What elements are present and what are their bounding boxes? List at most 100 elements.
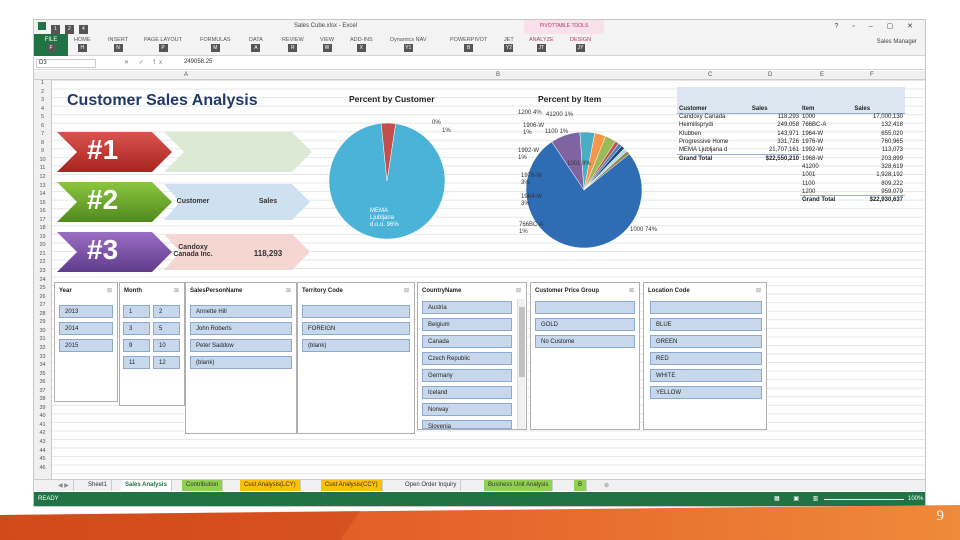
tab-data[interactable]: DATA A	[249, 37, 263, 52]
sheet-tab[interactable]: Business Unit Analysis	[484, 480, 554, 491]
slicer-item[interactable]: Iceland	[422, 386, 512, 399]
row-header[interactable]: 10	[39, 156, 46, 163]
tab-page-layout[interactable]: PAGE LAYOUT P	[144, 37, 183, 52]
pivot-cell[interactable]: 1001	[802, 172, 816, 179]
row-header[interactable]: 4	[40, 105, 45, 112]
row-header[interactable]: 5	[40, 114, 45, 121]
pivot-cell[interactable]: 118,293	[777, 114, 799, 121]
pivot-cell[interactable]: MEMA Ljubljana d	[679, 147, 728, 154]
slicer-item[interactable]: 1	[123, 305, 150, 318]
slicer-item[interactable]: (blank)	[190, 356, 292, 369]
pivot-cell[interactable]: 143,971	[777, 130, 799, 137]
sheet-tab[interactable]: Cust Analysis(LCY)	[240, 480, 301, 491]
pivot-row[interactable]: Progressive Home 331,726	[677, 138, 801, 146]
pivot-cell[interactable]: Grand Total	[800, 195, 853, 205]
row-header[interactable]: 8	[40, 139, 45, 146]
tab-file[interactable]: FILE F	[34, 34, 68, 56]
row-header[interactable]: 12	[39, 174, 46, 181]
clear-filter-icon[interactable]: ⊠	[515, 288, 521, 294]
slicer-item[interactable]: RED	[650, 352, 762, 365]
pivot-cell[interactable]: 249,058	[777, 122, 799, 129]
slicer-item[interactable]: GOLD	[535, 318, 635, 331]
pivot-item-table[interactable]: Item Sales 1000 17,000,130 766BC-A 132,418 1…	[800, 87, 905, 205]
pivot-row[interactable]: 1200 959,079	[800, 188, 905, 196]
slicer-item[interactable]: Annette Hill	[190, 305, 292, 318]
pivot-cell[interactable]: 21,707,161	[768, 147, 799, 154]
pivot-cell[interactable]: 1964-W	[802, 130, 824, 137]
row-header[interactable]: 15	[39, 199, 46, 206]
zoom-level[interactable]: 100%	[908, 496, 924, 502]
pie-slice[interactable]	[583, 150, 630, 191]
slicer-item[interactable]: 12	[153, 356, 180, 369]
row-header[interactable]: 39	[39, 404, 46, 411]
slicer-item[interactable]: Austria	[422, 301, 512, 314]
slicer-item[interactable]: BLUE	[650, 318, 762, 331]
row-header[interactable]: 16	[39, 208, 46, 215]
user-account[interactable]: Sales Manager	[876, 39, 917, 45]
slicer-item[interactable]: Slovenia	[422, 420, 512, 429]
pivot-row[interactable]: 766BC-A 132,418	[800, 121, 905, 129]
column-header[interactable]: F	[870, 72, 874, 78]
pivot-customer-header[interactable]: Customer	[677, 87, 750, 114]
pivot-row[interactable]: Grand Total $22,930,637	[800, 195, 905, 205]
pivot-cell[interactable]: 1,928,192	[876, 172, 903, 179]
slicer-item[interactable]	[302, 305, 410, 318]
row-header[interactable]: 44	[39, 447, 46, 454]
row-header[interactable]: 46	[39, 464, 46, 471]
sheet-tab-active[interactable]: Sales Analysis	[121, 480, 172, 491]
pivot-customer-header[interactable]: Sales	[749, 87, 801, 114]
row-header[interactable]: 37	[39, 387, 46, 394]
slicer-item[interactable]: 2	[153, 305, 180, 318]
clear-filter-icon[interactable]: ⊠	[106, 288, 112, 294]
slicer-item[interactable]: Peter Saddow	[190, 339, 292, 352]
pivot-cell[interactable]: 113,073	[881, 147, 903, 154]
pivot-cell[interactable]: 655,020	[881, 130, 903, 137]
slicer-item[interactable]: 3	[123, 322, 150, 335]
pivot-cell[interactable]: 331,726	[777, 139, 799, 146]
tab-formulas[interactable]: FORMULAS M	[200, 37, 231, 52]
row-header[interactable]: 22	[39, 259, 46, 266]
pie-slice[interactable]	[525, 141, 643, 249]
tab-dynamics-nav[interactable]: Dynamics NAV Y1	[390, 37, 427, 52]
row-header[interactable]: 36	[39, 379, 46, 386]
tab-insert[interactable]: INSERT N	[108, 37, 129, 52]
pivot-row[interactable]: 1000 17,000,130	[800, 113, 905, 121]
row-header[interactable]: 21	[39, 250, 46, 257]
clear-filter-icon[interactable]: ⊠	[755, 288, 761, 294]
view-mode-icons[interactable]: ▦ ▣ ▥	[774, 496, 825, 502]
slicer-item[interactable]: 2013	[59, 305, 113, 318]
pivot-cell[interactable]: Klubben	[679, 130, 702, 137]
row-header[interactable]: 35	[39, 370, 46, 377]
pivot-cell[interactable]: Candoxy Canada	[679, 114, 726, 121]
tab-design[interactable]: DESIGN JY	[570, 37, 592, 52]
pivot-cell[interactable]: $22,550,210	[749, 153, 801, 163]
slicer-item[interactable]: 2014	[59, 322, 113, 335]
row-header[interactable]: 27	[39, 302, 46, 309]
sheet-tab-nav[interactable]: ◀ ▶	[54, 480, 74, 491]
clear-filter-icon[interactable]: ⊠	[173, 288, 179, 294]
slicer-scrollbar[interactable]	[517, 299, 525, 429]
pie-slice[interactable]	[328, 123, 446, 240]
clear-filter-icon[interactable]: ⊠	[403, 288, 409, 294]
pivot-cell[interactable]: $22,930,637	[852, 195, 905, 205]
pivot-cell[interactable]: Heimilisprydi	[679, 122, 714, 129]
sheet-tab[interactable]: B	[574, 480, 588, 491]
row-header[interactable]: 9	[40, 148, 45, 155]
pivot-row[interactable]: 1100 809,222	[800, 179, 905, 187]
row-header[interactable]: 42	[39, 430, 46, 437]
slicer-item[interactable]: YELLOW	[650, 386, 762, 399]
clear-filter-icon[interactable]: ⊠	[285, 288, 291, 294]
pie-customer-chart[interactable]	[327, 106, 447, 256]
row-header[interactable]: 23	[39, 268, 46, 275]
pivot-row[interactable]: 1976-W 760,965	[800, 138, 905, 146]
pivot-cell[interactable]: 17,000,130	[872, 114, 903, 121]
row-header[interactable]: 28	[39, 310, 46, 317]
row-header[interactable]: 17	[39, 216, 46, 223]
row-header[interactable]: 25	[39, 285, 46, 292]
row-header[interactable]: 3	[40, 97, 45, 104]
sheet-tab[interactable]: Open Order Inquiry	[401, 480, 462, 491]
slicer-item[interactable]	[650, 301, 762, 314]
row-header[interactable]: 31	[39, 336, 46, 343]
pivot-cell[interactable]: 760,965	[881, 139, 903, 146]
tab-home[interactable]: HOME H	[74, 37, 91, 52]
